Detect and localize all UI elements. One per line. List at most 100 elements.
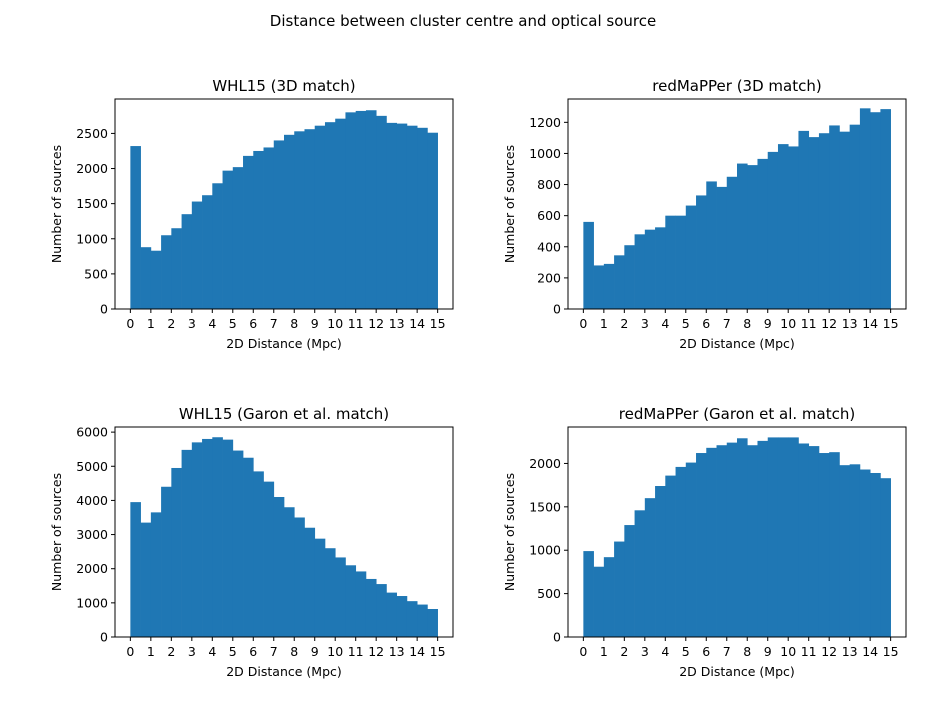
histogram-bar-26 [396,123,408,309]
x-tick-label: 0 [579,316,587,331]
x-tick-label: 3 [641,644,649,659]
histogram-bar-9 [222,439,234,637]
x-tick-label: 0 [126,316,134,331]
histogram-bar-16 [747,445,758,637]
y-tick-label: 1500 [529,499,561,514]
histogram-bar-8 [665,475,676,637]
x-tick-label: 11 [348,644,364,659]
subplot-title: WHL15 (Garon et al. match) [179,405,389,423]
x-tick-label: 15 [883,316,899,331]
histogram-bar-26 [849,124,861,309]
x-tick-label: 10 [780,644,796,659]
x-tick-label: 9 [764,316,772,331]
histogram-bar-15 [737,163,748,309]
y-tick-label: 4000 [76,493,108,508]
y-tick-label: 500 [84,266,108,281]
histogram-bar-17 [757,158,769,309]
x-tick-label: 15 [430,316,446,331]
histogram-bar-17 [757,440,769,637]
histogram-bar-7 [202,195,213,309]
histogram-bar-29 [427,609,438,637]
x-tick-label: 0 [126,644,134,659]
x-tick-label: 5 [682,644,690,659]
y-tick-label: 2000 [529,456,561,471]
y-tick-label: 1000 [76,595,108,610]
axes-frame [567,98,907,310]
histogram-bar-2 [150,250,162,309]
histogram-bar-23 [365,578,377,637]
histogram-bar-3 [614,541,625,637]
subplot-title: redMaPPer (Garon et al. match) [619,405,855,423]
subplot-title: WHL15 (3D match) [212,77,355,95]
x-tick-label: 7 [270,644,278,659]
x-tick-label: 9 [311,644,319,659]
histogram-bar-21 [345,112,357,309]
histogram-bar-1 [140,522,152,637]
axes-frame [567,426,907,638]
histogram-bar-4 [171,467,182,637]
y-tick-label: 1500 [76,196,108,211]
histogram-bar-6 [191,442,203,637]
x-tick-label: 14 [409,644,425,659]
histogram-bar-21 [798,130,810,309]
x-tick-label: 1 [600,644,608,659]
histogram-bar-19 [777,437,789,637]
x-axis-label: 2D Distance (Mpc) [226,664,342,679]
histogram-bar-29 [880,478,891,637]
subplot-4: 0 1 2 3 4 5 6 7 8 9 10 11 12 13 14 150500100015002000re… [502,405,907,679]
subplot-title: redMaPPer (3D match) [652,77,821,95]
x-tick-label: 5 [229,644,237,659]
x-tick-label: 13 [842,316,858,331]
x-tick-label: 2 [620,316,628,331]
histogram-bar-17 [304,129,316,309]
subplot-3: 0 1 2 3 4 5 6 7 8 9 10 11 12 13 14 15010002000300040005… [49,405,454,679]
histogram-bar-5 [634,510,646,637]
histogram-bar-19 [324,122,336,310]
x-tick-label: 4 [208,316,216,331]
histogram-bar-27 [859,108,871,309]
x-tick-label: 6 [249,644,257,659]
histogram-bar-4 [624,245,635,309]
y-axis-label: Number of sources [49,145,64,263]
y-tick-label: 1000 [529,543,561,558]
histogram-bar-14 [726,442,738,637]
x-tick-label: 7 [723,316,731,331]
histogram-bar-6 [644,229,656,309]
subplot-2: 0 1 2 3 4 5 6 7 8 9 10 11 12 13 14 15020040060080010001… [502,77,907,351]
x-tick-label: 12 [368,644,384,659]
y-tick-label: 500 [537,586,561,601]
x-tick-label: 14 [862,644,878,659]
histogram-bar-13 [263,481,275,637]
histogram-bar-23 [818,133,830,309]
bars [130,437,438,637]
histogram-bar-1 [593,566,605,637]
histogram-bar-2 [150,512,162,637]
y-tick-label: 600 [537,208,561,223]
histogram-bar-20 [788,146,799,309]
histogram-bar-15 [284,507,295,637]
x-tick-label: 14 [862,316,878,331]
histogram-bar-16 [294,131,305,309]
x-tick-label: 13 [389,316,405,331]
histogram-bar-14 [273,140,285,309]
subplot-grid: 0 1 2 3 4 5 6 7 8 9 10 11 12 13 14 15050010001500200025… [49,77,907,679]
histogram-bar-16 [294,517,305,637]
histogram-bar-12 [253,150,264,309]
x-tick-label: 3 [188,644,196,659]
histogram-bar-22 [808,137,820,309]
histogram-bar-15 [737,438,748,637]
x-tick-label: 11 [801,644,817,659]
histogram-bar-7 [655,486,666,637]
histogram-bar-1 [593,265,605,309]
histogram-bar-16 [747,165,758,309]
histogram-bar-11 [243,155,254,309]
subplot-1: 0 1 2 3 4 5 6 7 8 9 10 11 12 13 14 15050010001500200025… [49,77,454,351]
x-tick-label: 12 [821,644,837,659]
histogram-bar-1 [140,247,152,309]
histogram-bar-18 [314,538,326,637]
y-tick-label: 3000 [76,527,108,542]
histogram-bar-29 [880,109,891,309]
histogram-bar-28 [870,472,881,637]
histogram-bar-11 [243,457,254,637]
histogram-bar-10 [685,205,697,309]
